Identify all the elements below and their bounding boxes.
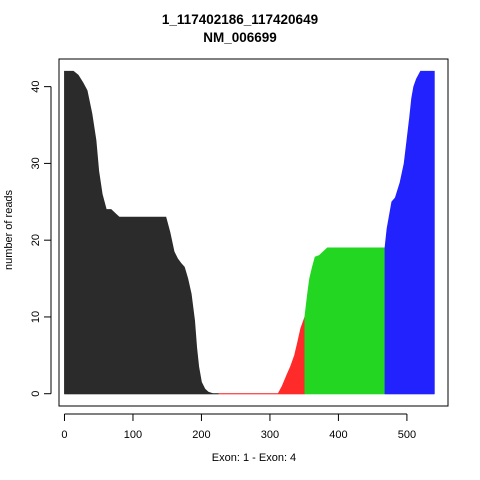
coverage-area-2	[218, 316, 306, 395]
x-tick-label: 500	[398, 429, 416, 441]
coverage-area-4	[384, 70, 435, 395]
coverage-area-3	[304, 247, 386, 395]
x-tick-label: 200	[192, 429, 210, 441]
y-tick-label: 0	[30, 391, 42, 397]
x-tick-label: 0	[61, 429, 67, 441]
y-axis: 0 10 20 30 40	[30, 81, 52, 397]
y-tick-label: 20	[30, 234, 42, 246]
x-axis-label: Exon: 1 - Exon: 4	[212, 452, 296, 464]
chart-title: 1_117402186_117420649	[162, 12, 318, 27]
coverage-area-1	[64, 70, 219, 395]
y-tick-label: 10	[30, 311, 42, 323]
x-tick-label: 100	[124, 429, 142, 441]
x-tick-label: 300	[261, 429, 279, 441]
y-tick-label: 40	[30, 81, 42, 93]
x-axis: 0 100 200 300 400 500	[61, 413, 416, 441]
y-axis-label: number of reads	[3, 189, 15, 270]
x-tick-label: 400	[329, 429, 347, 441]
plot-frame	[58, 58, 449, 407]
y-tick-label: 30	[30, 157, 42, 169]
chart-subtitle: NM_006699	[203, 30, 277, 45]
coverage-areas	[64, 70, 435, 395]
